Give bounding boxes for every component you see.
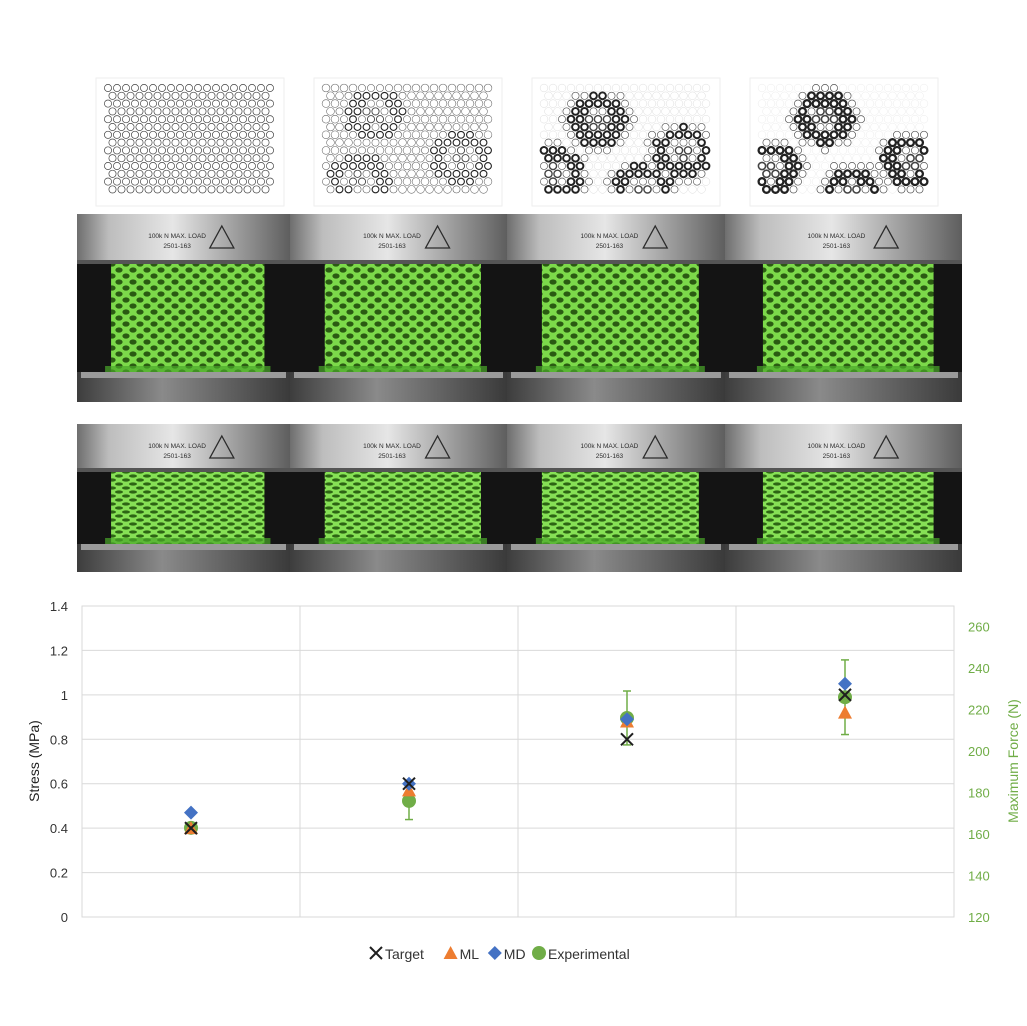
platen-label-load: 100k N MAX. LOAD	[581, 233, 639, 240]
legend-item-md: MD	[487, 946, 526, 962]
legend: Target ML MD Experimental	[369, 946, 630, 962]
lattice-specimen	[541, 472, 699, 544]
compression-photo: 100k N MAX. LOAD 2501-163	[507, 214, 725, 402]
stress-force-chart: 0 0.2 0.4 0.6 0.8 1 1.2 1.4 120 140 160 180 200 220 2…	[26, 599, 1021, 962]
left-axis-ticks: 0 0.2 0.4 0.6 0.8 1 1.2 1.4	[50, 599, 68, 925]
grid-lines	[82, 605, 954, 918]
warning-triangle-icon	[424, 224, 451, 249]
legend-marker-target	[369, 946, 383, 960]
y2-tick-label: 180	[968, 786, 990, 801]
platen-label-load: 100k N MAX. LOAD	[363, 443, 421, 450]
lattice-specimen	[541, 264, 699, 372]
point-target	[620, 732, 634, 746]
lattice-specimen	[324, 472, 481, 544]
lattice-specimen	[111, 264, 265, 372]
y2-tick-label: 120	[968, 910, 990, 925]
legend-marker-experimental	[532, 946, 546, 960]
point-target	[838, 688, 852, 702]
legend-marker-ml	[443, 946, 458, 959]
y-tick-label: 1.4	[50, 599, 68, 614]
y-tick-label: 1	[61, 688, 68, 703]
y2-tick-label: 140	[968, 869, 990, 884]
legend-marker-md	[487, 946, 502, 960]
platen-label-id: 2501-163	[378, 243, 406, 250]
y-tick-label: 0.4	[50, 821, 68, 836]
lattice-panel-strong-gradient	[531, 77, 721, 207]
platen-label-id: 2501-163	[823, 453, 851, 460]
platen-label-load: 100k N MAX. LOAD	[807, 443, 865, 450]
legend-item-target: Target	[369, 946, 424, 962]
platen-label-id: 2501-163	[596, 453, 624, 460]
warning-triangle-icon	[208, 224, 235, 249]
legend-item-ml: ML	[443, 946, 480, 962]
legend-label: ML	[460, 946, 480, 962]
warning-triangle-icon	[208, 434, 235, 459]
point-experimental	[402, 793, 416, 808]
legend-item-experimental: Experimental	[532, 946, 630, 962]
platen-label-id: 2501-163	[823, 243, 851, 250]
point-experimental	[838, 690, 852, 705]
y-tick-label: 0.2	[50, 866, 68, 881]
y-tick-label: 0.6	[50, 777, 68, 792]
warning-triangle-icon	[873, 434, 900, 459]
platen-label-id: 2501-163	[378, 453, 406, 460]
point-ml	[838, 705, 852, 719]
platen-label-load: 100k N MAX. LOAD	[148, 443, 206, 450]
lattice-panel-slight-gradient	[313, 77, 503, 207]
y2-tick-label: 260	[968, 620, 990, 635]
data-points	[184, 676, 852, 835]
platen-label-load: 100k N MAX. LOAD	[148, 233, 206, 240]
point-md	[838, 676, 852, 691]
platen-label-load: 100k N MAX. LOAD	[807, 233, 865, 240]
lattice-panel-uniform	[95, 77, 285, 207]
point-md	[620, 712, 634, 727]
compression-photo: 100k N MAX. LOAD 2501-163	[507, 424, 725, 572]
compression-photo: 100k N MAX. LOAD 2501-163	[290, 214, 507, 402]
platen-label-load: 100k N MAX. LOAD	[363, 233, 421, 240]
compression-photo: 100k N MAX. LOAD 2501-163	[77, 424, 290, 572]
warning-triangle-icon	[642, 224, 669, 249]
legend-label: Experimental	[548, 946, 630, 962]
lattice-specimen	[762, 264, 934, 372]
y2-axis-label: Maximum Force (N)	[1005, 699, 1021, 823]
lattice-panel-strongest-gradient	[749, 77, 939, 207]
right-axis-ticks: 120 140 160 180 200 220 240 260	[968, 620, 990, 925]
y-tick-label: 1.2	[50, 643, 68, 658]
legend-label: Target	[385, 946, 424, 962]
platen-label-id: 2501-163	[596, 243, 624, 250]
platen-label-id: 2501-163	[163, 453, 191, 460]
compression-photo: 100k N MAX. LOAD 2501-163	[77, 214, 290, 402]
point-target	[402, 777, 416, 791]
compression-photo: 100k N MAX. LOAD 2501-163	[725, 424, 962, 572]
warning-triangle-icon	[642, 434, 669, 459]
lattice-specimen	[762, 472, 934, 544]
compression-photo: 100k N MAX. LOAD 2501-163	[725, 214, 962, 402]
warning-triangle-icon	[873, 224, 900, 249]
point-md	[184, 805, 198, 820]
compression-photo: 100k N MAX. LOAD 2501-163	[290, 424, 507, 572]
lattice-specimen	[111, 472, 265, 544]
y2-tick-label: 160	[968, 827, 990, 842]
y2-tick-label: 220	[968, 703, 990, 718]
y2-tick-label: 240	[968, 661, 990, 676]
platen-label-load: 100k N MAX. LOAD	[581, 443, 639, 450]
legend-label: MD	[504, 946, 526, 962]
point-target	[184, 821, 198, 835]
lattice-specimen	[324, 264, 481, 372]
lattice-pattern-row	[95, 77, 939, 207]
y2-tick-label: 200	[968, 744, 990, 759]
platen-label-id: 2501-163	[163, 243, 191, 250]
y-tick-label: 0.8	[50, 732, 68, 747]
warning-triangle-icon	[424, 434, 451, 459]
y-axis-label: Stress (MPa)	[26, 720, 42, 802]
y-tick-label: 0	[61, 910, 68, 925]
